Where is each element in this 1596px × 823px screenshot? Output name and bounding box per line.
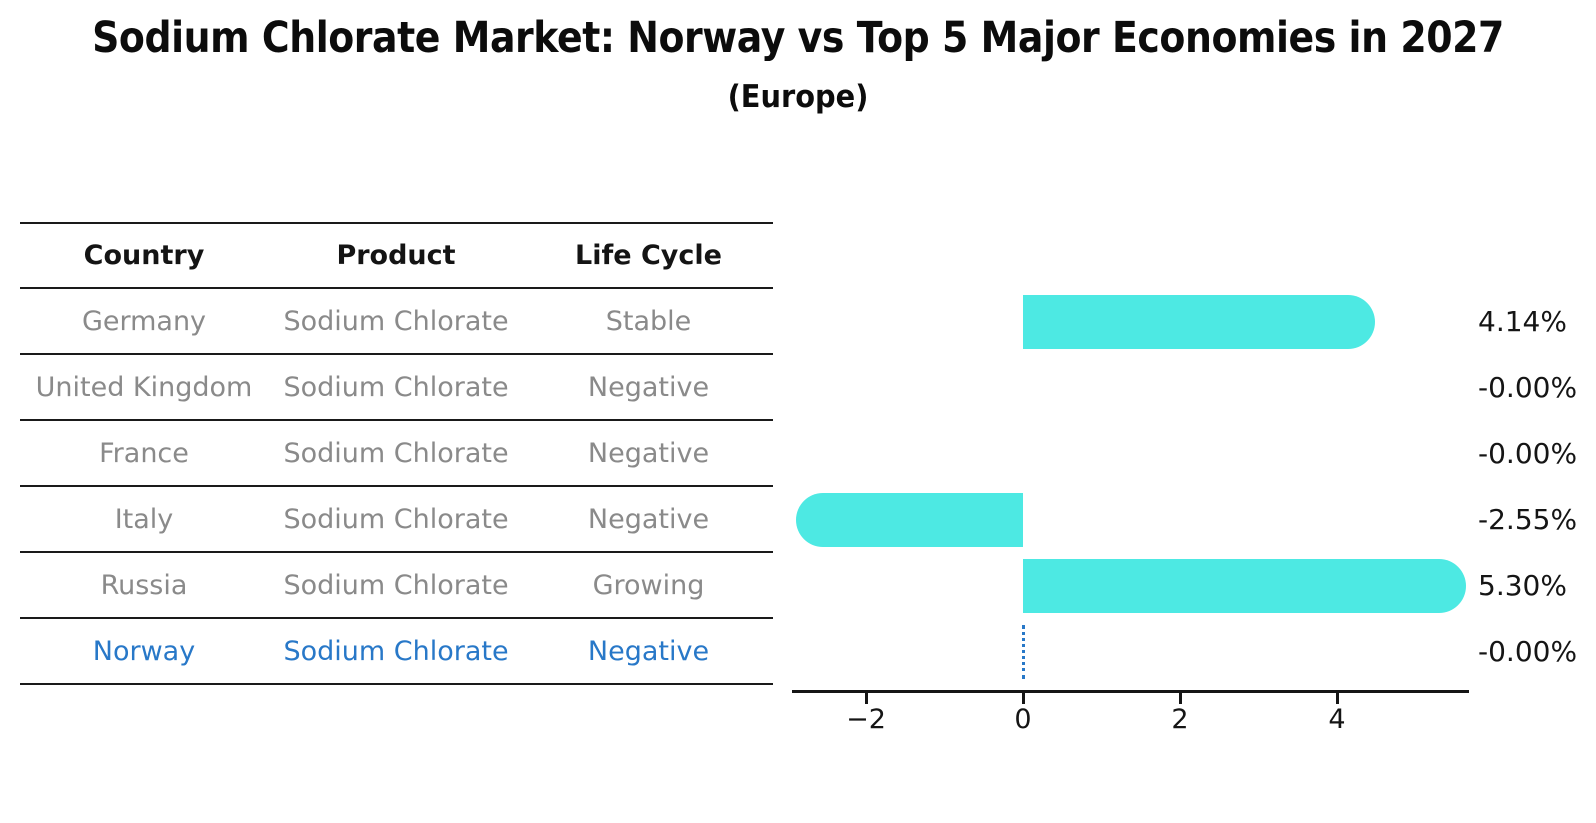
country-table: Country Product Life Cycle Germany Sodiu… xyxy=(20,222,773,685)
cell-product: Sodium Chlorate xyxy=(283,503,509,535)
cell-product: Sodium Chlorate xyxy=(283,371,509,403)
table-row-united-kingdom: United Kingdom Sodium Chlorate Negative xyxy=(20,355,773,421)
x-tick-label-2: 2 xyxy=(1171,704,1189,735)
bar-italy xyxy=(795,493,1023,547)
x-tick-4 xyxy=(1335,693,1339,704)
cell-life-cycle: Negative xyxy=(587,371,710,403)
cell-product: Sodium Chlorate xyxy=(283,437,509,469)
value-label-italy: -2.55% xyxy=(1478,503,1578,536)
bar-germany xyxy=(1023,295,1375,349)
x-axis-line xyxy=(792,690,1469,693)
cell-life-cycle: Growing xyxy=(592,569,705,601)
x-tick-label-4: 4 xyxy=(1328,704,1346,735)
cell-country: Russia xyxy=(100,569,188,601)
header-product: Product xyxy=(336,240,456,271)
cell-country: Germany xyxy=(81,305,207,337)
value-label-france: -0.00% xyxy=(1478,437,1578,470)
x-tick-label--2: −2 xyxy=(846,704,886,735)
table-row-norway: Norway Sodium Chlorate Negative xyxy=(20,619,773,685)
table-row-russia: Russia Sodium Chlorate Growing xyxy=(20,553,773,619)
table-header-row: Country Product Life Cycle xyxy=(20,224,773,289)
value-label-russia: 5.30% xyxy=(1478,569,1567,602)
table-row-germany: Germany Sodium Chlorate Stable xyxy=(20,289,773,355)
header-life-cycle: Life Cycle xyxy=(575,240,722,271)
header-country: Country xyxy=(83,240,205,271)
x-tick--2 xyxy=(864,693,868,704)
chart-title: Sodium Chlorate Market: Norway vs Top 5 … xyxy=(92,13,1504,63)
table-row-france: France Sodium Chlorate Negative xyxy=(20,421,773,487)
cell-product: Sodium Chlorate xyxy=(283,305,509,337)
cell-country: Italy xyxy=(114,503,174,535)
x-tick-0 xyxy=(1021,693,1025,704)
x-tick-2 xyxy=(1178,693,1182,704)
cell-life-cycle: Stable xyxy=(605,305,692,337)
cell-life-cycle: Negative xyxy=(587,437,710,469)
cell-product: Sodium Chlorate xyxy=(283,569,509,601)
value-label-germany: 4.14% xyxy=(1478,305,1567,338)
table-row-italy: Italy Sodium Chlorate Negative xyxy=(20,487,773,553)
cell-product: Sodium Chlorate xyxy=(283,635,509,667)
zero-marker-norway xyxy=(1021,625,1025,679)
value-label-united-kingdom: -0.00% xyxy=(1478,371,1578,404)
cell-country: France xyxy=(99,437,189,469)
cell-life-cycle: Negative xyxy=(587,503,710,535)
cell-country: United Kingdom xyxy=(35,371,253,403)
value-label-norway: -0.00% xyxy=(1478,635,1578,668)
chart-subtitle: (Europe) xyxy=(727,79,869,115)
bar-russia xyxy=(1023,559,1467,613)
cell-country: Norway xyxy=(92,635,196,667)
cell-life-cycle: Negative xyxy=(587,635,710,667)
x-tick-label-0: 0 xyxy=(1014,704,1032,735)
